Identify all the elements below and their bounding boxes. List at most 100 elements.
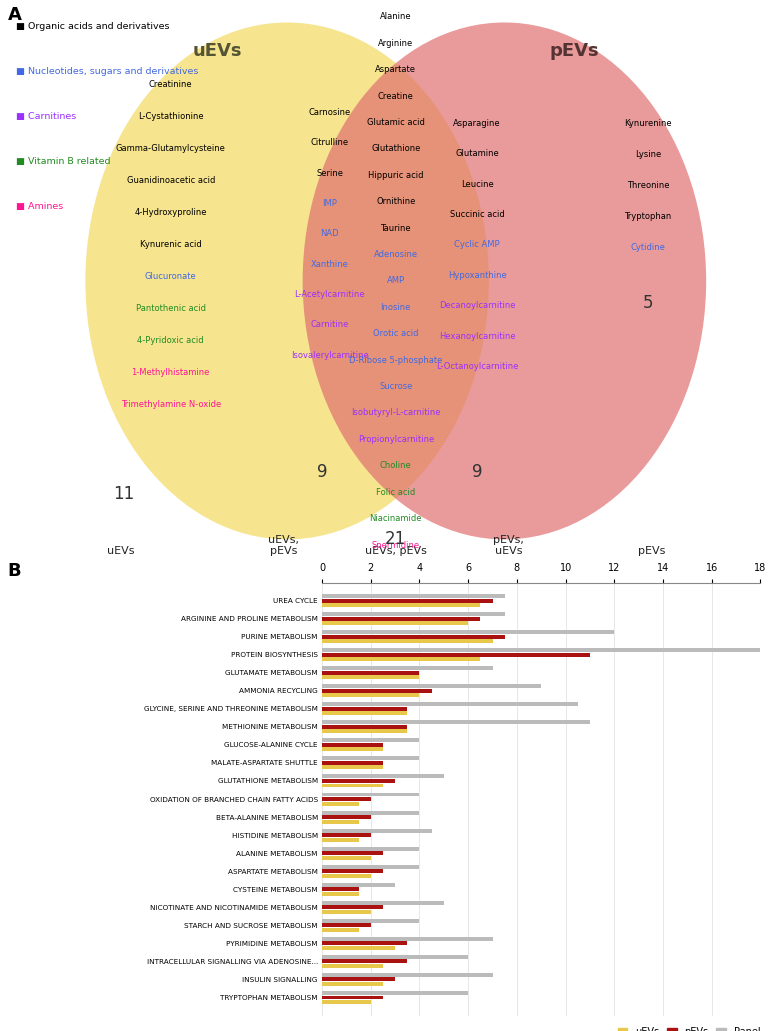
Bar <box>322 603 480 607</box>
Text: Adenosine: Adenosine <box>374 251 417 259</box>
Bar <box>322 765 383 769</box>
Text: Leucine: Leucine <box>461 179 494 189</box>
Text: Glutamine: Glutamine <box>456 149 499 159</box>
Text: 9: 9 <box>317 463 327 481</box>
Text: pEVs: pEVs <box>549 41 599 60</box>
Bar <box>322 846 420 851</box>
Bar <box>322 594 504 598</box>
Bar <box>322 693 420 697</box>
Bar <box>322 892 359 896</box>
Bar <box>322 635 504 638</box>
Bar <box>322 747 383 752</box>
Text: Glutamic acid: Glutamic acid <box>367 118 424 127</box>
Text: 11: 11 <box>113 486 135 503</box>
Text: pEVs: pEVs <box>638 546 666 557</box>
Text: Pantothenic acid: Pantothenic acid <box>136 304 206 313</box>
Bar <box>322 816 371 819</box>
Bar <box>322 919 420 923</box>
Text: L-Octanoylcarnitine: L-Octanoylcarnitine <box>436 362 518 371</box>
Text: Trimethylamine N-oxide: Trimethylamine N-oxide <box>120 400 221 409</box>
Bar <box>322 888 359 891</box>
Bar <box>322 973 493 977</box>
Text: uEVs, pEVs: uEVs, pEVs <box>365 546 427 557</box>
Bar <box>322 945 395 950</box>
Text: Alanine: Alanine <box>380 12 411 22</box>
Bar <box>322 774 444 778</box>
Bar <box>322 630 615 634</box>
Text: Folic acid: Folic acid <box>376 488 415 497</box>
Text: IMP: IMP <box>322 199 338 208</box>
Text: Guanidinoacetic acid: Guanidinoacetic acid <box>126 176 215 185</box>
Bar <box>322 856 371 860</box>
Bar <box>322 599 493 602</box>
Bar <box>322 689 431 693</box>
Bar <box>322 702 578 706</box>
Text: Decanoylcarnitine: Decanoylcarnitine <box>439 301 515 310</box>
Text: uEVs: uEVs <box>106 546 134 557</box>
Text: Taurine: Taurine <box>380 224 411 233</box>
Bar <box>322 810 420 814</box>
Text: Isobutyryl-L-carnitine: Isobutyryl-L-carnitine <box>351 408 441 418</box>
Text: Orotic acid: Orotic acid <box>373 329 418 338</box>
Ellipse shape <box>85 23 489 539</box>
Text: Lysine: Lysine <box>635 151 661 159</box>
Bar <box>322 725 407 729</box>
Bar <box>322 612 504 617</box>
Legend: uEVs, pEVs, Panel: uEVs, pEVs, Panel <box>614 1023 764 1031</box>
Bar <box>322 964 383 968</box>
Text: Cyclic AMP: Cyclic AMP <box>455 240 500 250</box>
Text: Arginine: Arginine <box>378 39 414 47</box>
Bar <box>322 729 407 733</box>
Bar <box>322 901 444 905</box>
Bar <box>322 653 590 657</box>
Bar <box>322 852 383 855</box>
Text: 4-Hydroxyproline: 4-Hydroxyproline <box>134 208 207 217</box>
Text: D-Ribose 5-phosphate: D-Ribose 5-phosphate <box>349 356 442 365</box>
Text: L-Acetylcarnitine: L-Acetylcarnitine <box>294 290 365 299</box>
Text: Cytidine: Cytidine <box>631 242 665 252</box>
Text: Succinic acid: Succinic acid <box>450 210 504 220</box>
Text: B: B <box>8 562 22 579</box>
Bar <box>322 685 542 689</box>
Bar <box>322 675 420 679</box>
Text: ■ Organic acids and derivatives: ■ Organic acids and derivatives <box>16 23 169 32</box>
Text: Hippuric acid: Hippuric acid <box>368 171 424 179</box>
Text: ■ Carnitines: ■ Carnitines <box>16 112 76 122</box>
Bar <box>322 617 480 621</box>
Text: uEVs: uEVs <box>192 41 242 60</box>
Bar <box>322 757 420 761</box>
Text: 1-Methylhistamine: 1-Methylhistamine <box>132 368 210 377</box>
Text: 4-Pyridoxic acid: 4-Pyridoxic acid <box>137 336 204 345</box>
Text: 5: 5 <box>643 295 653 312</box>
Text: Choline: Choline <box>380 461 411 470</box>
Text: Tryptophan: Tryptophan <box>625 211 671 221</box>
Text: Hexanoylcarnitine: Hexanoylcarnitine <box>439 332 515 340</box>
Text: A: A <box>8 5 22 24</box>
Text: Creatine: Creatine <box>378 92 414 101</box>
Ellipse shape <box>303 23 706 539</box>
Bar <box>322 666 493 670</box>
Text: 9: 9 <box>472 463 483 481</box>
Bar <box>322 873 371 877</box>
Text: Niacinamide: Niacinamide <box>369 514 422 523</box>
Text: Carnosine: Carnosine <box>309 108 351 117</box>
Bar <box>322 982 383 986</box>
Bar <box>322 639 493 643</box>
Bar <box>322 1000 371 1004</box>
Bar <box>322 657 480 661</box>
Text: Kynurenine: Kynurenine <box>624 120 672 128</box>
Text: Hypoxanthine: Hypoxanthine <box>448 271 507 279</box>
Bar <box>322 671 420 674</box>
Bar <box>322 941 407 945</box>
Bar <box>322 648 760 653</box>
Bar <box>322 865 420 869</box>
Text: Citrulline: Citrulline <box>310 138 349 147</box>
Bar <box>322 955 468 959</box>
Text: Serine: Serine <box>317 168 343 177</box>
Bar <box>322 793 420 797</box>
Text: Creatinine: Creatinine <box>149 79 192 89</box>
Bar <box>322 924 371 927</box>
Bar <box>322 820 359 824</box>
Bar <box>322 621 468 625</box>
Bar <box>322 761 383 765</box>
